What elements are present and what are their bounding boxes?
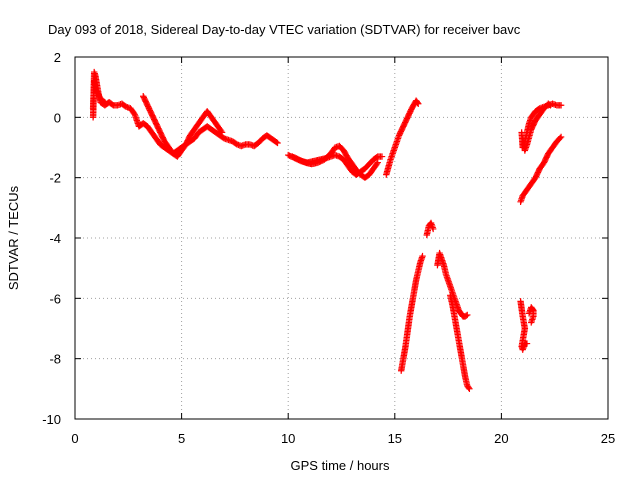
data-point: [463, 312, 470, 319]
y-tick-label: -4: [49, 231, 61, 246]
data-point: [546, 101, 553, 108]
data-point: [466, 385, 473, 393]
data-point: [218, 129, 226, 136]
data-point: [557, 102, 565, 109]
y-tick-label: -2: [49, 171, 61, 186]
x-axis-label: GPS time / hours: [291, 458, 390, 473]
y-axis-label: SDTVAR / TECUs: [6, 185, 21, 290]
data-point: [273, 139, 280, 146]
data-point: [547, 102, 554, 109]
data-point: [419, 252, 426, 260]
chart-title: Day 093 of 2018, Sidereal Day-to-day VTE…: [48, 22, 521, 37]
data-point: [556, 134, 564, 142]
x-tick-label: 5: [178, 431, 185, 446]
data-point: [373, 160, 381, 167]
y-tick-label: -6: [49, 291, 61, 306]
y-tick-label: 0: [54, 110, 61, 125]
data-point: [465, 384, 472, 392]
y-tick-label: -10: [42, 412, 61, 427]
data-marks: [89, 68, 565, 393]
grid-layer: [75, 57, 608, 419]
x-tick-label: 10: [281, 431, 295, 446]
data-point: [100, 98, 107, 105]
x-tick-label: 25: [601, 431, 615, 446]
plot-frame: [74, 56, 609, 420]
data-point: [414, 99, 421, 106]
x-tick-label: 0: [71, 431, 78, 446]
data-point: [464, 311, 471, 319]
data-point: [415, 100, 422, 107]
y-tick-label: -8: [49, 352, 61, 367]
axis-ticks: 0 5 10 15 20 25 -10 -8 -6 -4 -2 0 2: [42, 50, 615, 446]
data-point: [101, 99, 109, 106]
data-point: [528, 319, 535, 326]
data-point: [218, 128, 225, 135]
y-tick-label: 2: [54, 50, 61, 65]
data-point: [374, 159, 381, 166]
data-point: [523, 340, 531, 347]
x-tick-label: 15: [388, 431, 402, 446]
data-point: [274, 139, 281, 147]
data-point: [557, 133, 565, 141]
data-point: [429, 225, 437, 233]
x-tick-label: 20: [494, 431, 508, 446]
data-point: [378, 153, 386, 160]
